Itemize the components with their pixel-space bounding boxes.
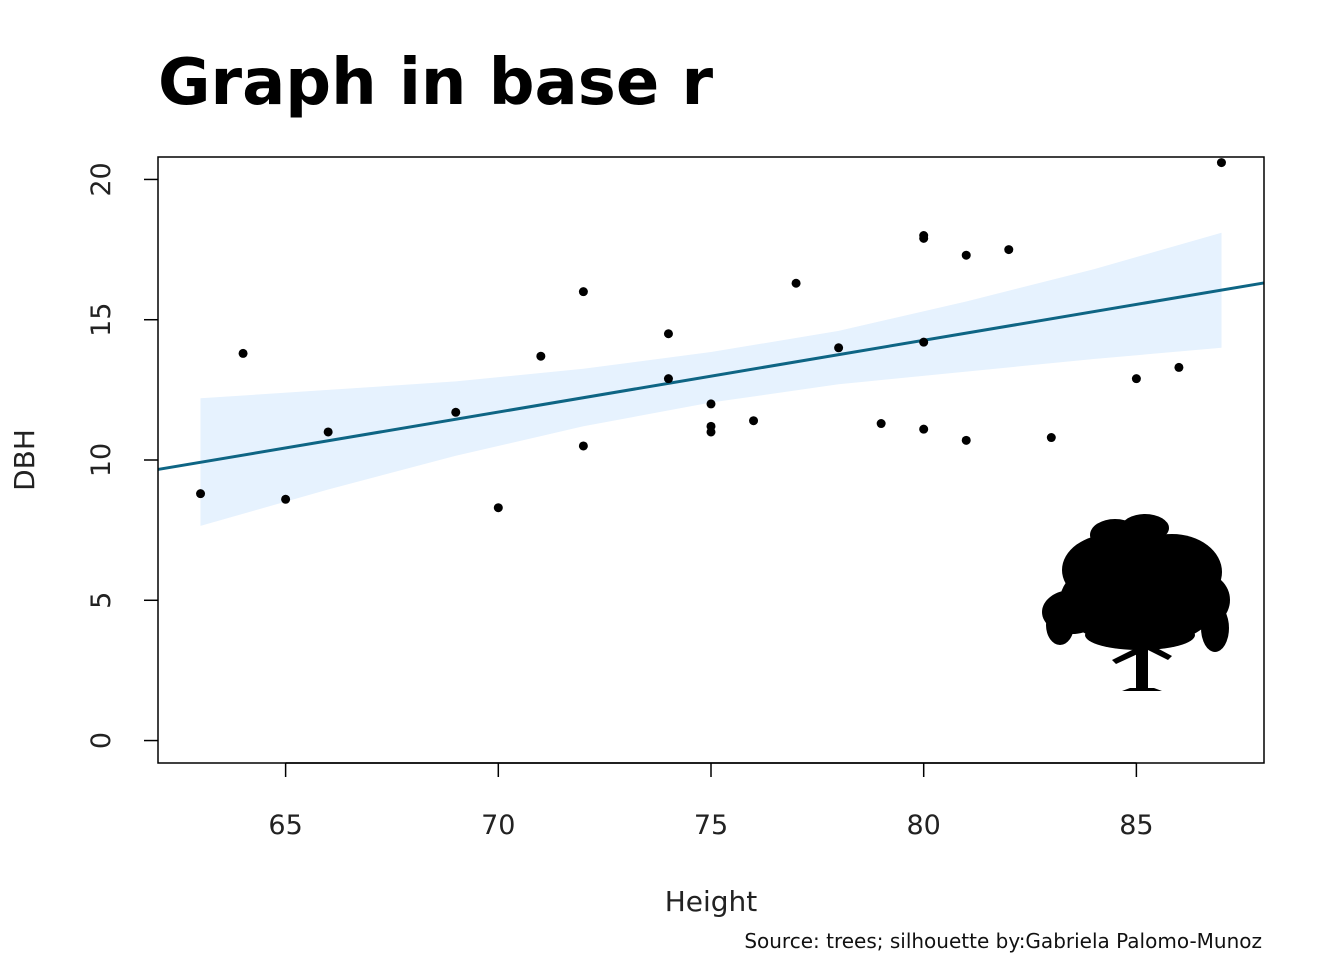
- data-point: [238, 348, 248, 358]
- data-point: [1216, 158, 1226, 168]
- data-point: [706, 427, 716, 437]
- chart-caption: Source: trees; silhouette by:Gabriela Pa…: [744, 929, 1262, 953]
- points-layer: [196, 158, 1226, 513]
- data-point: [961, 250, 971, 260]
- data-point: [451, 407, 461, 417]
- data-point: [961, 435, 971, 445]
- data-point: [493, 503, 503, 513]
- y-tick-label: 10: [86, 443, 117, 477]
- data-point: [663, 374, 673, 384]
- data-point: [834, 343, 844, 353]
- x-tick-label: 70: [481, 810, 515, 841]
- x-tick-label: 65: [268, 810, 302, 841]
- x-tick-label: 85: [1119, 810, 1153, 841]
- x-axis: 65 70 75 80 85: [268, 762, 1154, 841]
- data-point: [1131, 374, 1141, 384]
- tree-silhouette-icon: [1042, 514, 1230, 691]
- data-point: [1004, 245, 1014, 255]
- data-point: [876, 419, 886, 429]
- confidence-band-layer: [200, 232, 1222, 526]
- data-point: [578, 441, 588, 451]
- confidence-band: [200, 232, 1222, 526]
- data-point: [663, 329, 673, 339]
- data-point: [1046, 433, 1056, 443]
- data-point: [919, 424, 929, 434]
- y-tick-label: 5: [86, 592, 117, 609]
- data-point: [578, 287, 588, 297]
- y-tick-label: 15: [86, 303, 117, 337]
- x-axis-label: Height: [665, 885, 758, 918]
- x-tick-label: 80: [907, 810, 941, 841]
- data-point: [536, 351, 546, 361]
- trend-line-layer: [157, 281, 1265, 471]
- y-tick-label: 20: [86, 162, 117, 196]
- data-point: [1174, 362, 1184, 372]
- data-point: [919, 337, 929, 347]
- data-point: [791, 278, 801, 288]
- data-point: [706, 399, 716, 409]
- data-point: [919, 233, 929, 243]
- y-axis: 0 5 10 15 20: [86, 162, 158, 749]
- chart-title: Graph in base r: [158, 46, 714, 120]
- data-point: [323, 427, 333, 437]
- y-tick-label: 0: [86, 732, 117, 749]
- trend-line: [157, 281, 1265, 471]
- data-point: [749, 416, 759, 426]
- data-point: [196, 489, 206, 499]
- y-axis-label: DBH: [8, 429, 41, 491]
- x-tick-label: 75: [694, 810, 728, 841]
- data-point: [281, 494, 291, 504]
